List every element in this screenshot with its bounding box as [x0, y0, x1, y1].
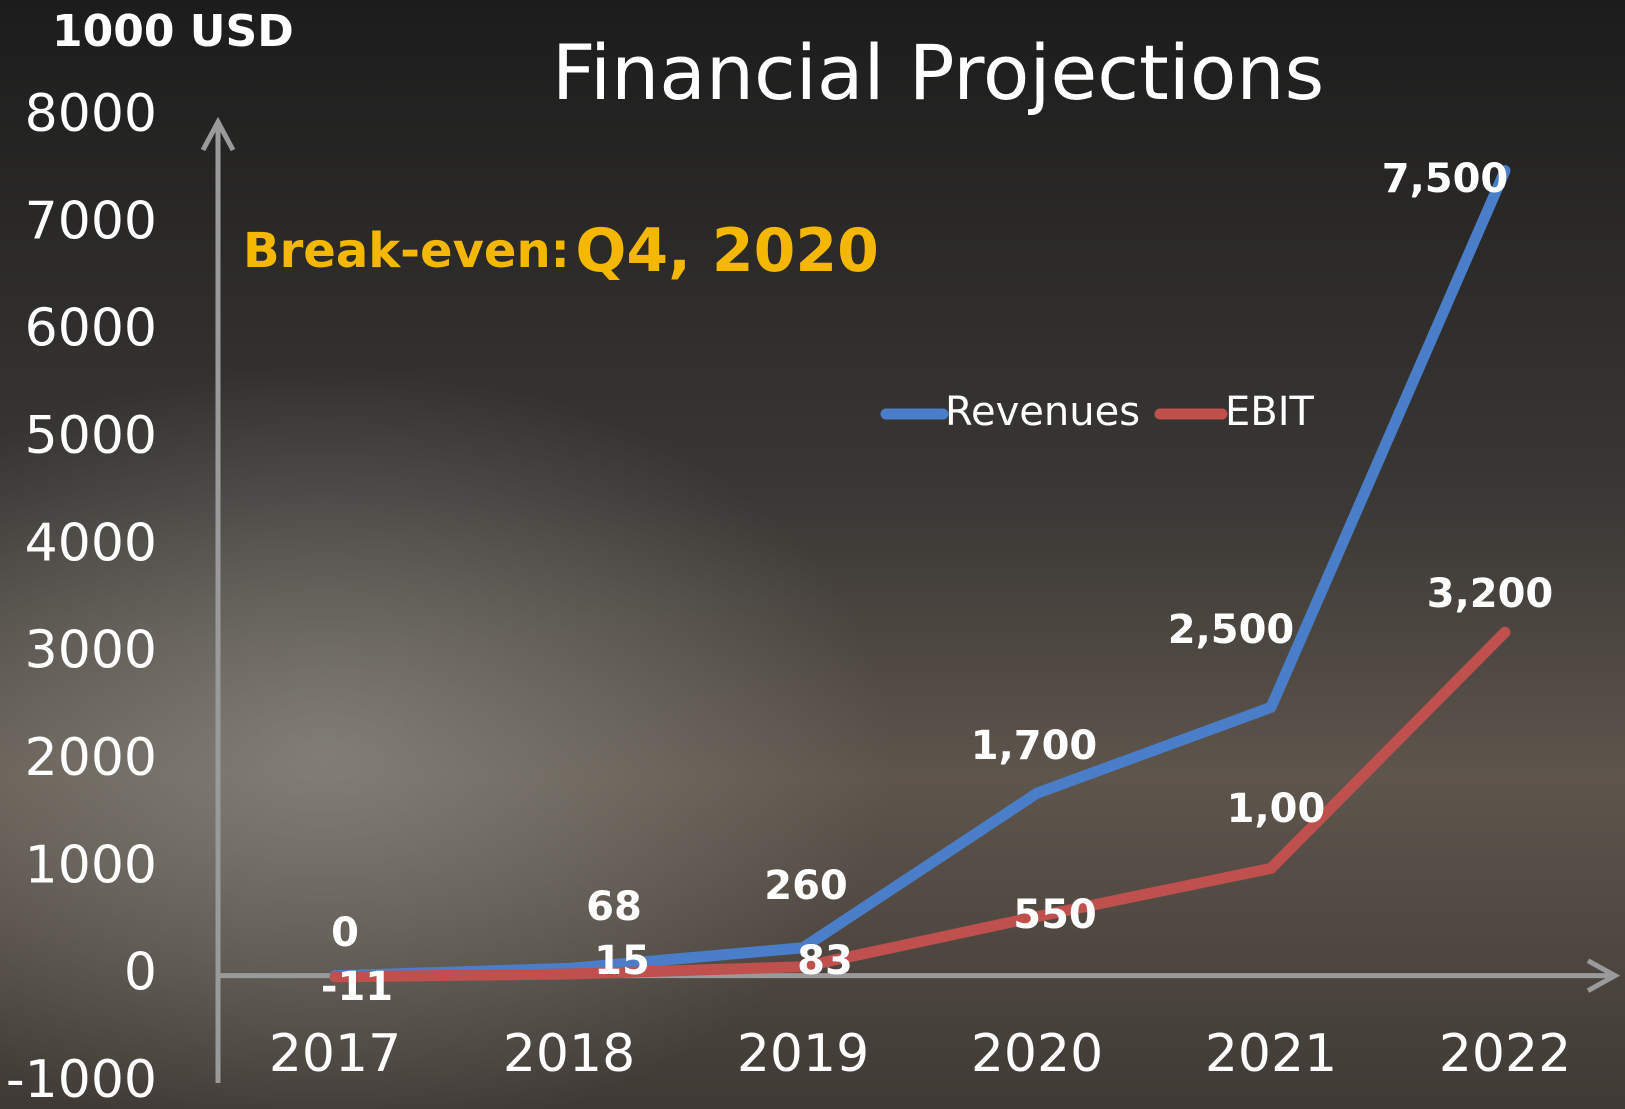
x-tick-label: 2018 [503, 1024, 635, 1084]
chart-title: Financial Projections [552, 28, 1324, 117]
annotation-value: Q4, 2020 [575, 216, 878, 286]
data-label: 550 [1013, 892, 1097, 938]
y-tick-label: 2000 [25, 728, 157, 788]
x-tick-label: 2022 [1439, 1024, 1571, 1084]
data-label: -11 [321, 964, 393, 1010]
data-label: 83 [797, 938, 853, 984]
y-axis-label: 1000 USD [52, 6, 294, 57]
x-tick-label: 2017 [269, 1024, 401, 1084]
y-tick-label: 7000 [25, 191, 157, 251]
x-tick-label: 2019 [737, 1024, 869, 1084]
x-axis-arrow [1586, 958, 1621, 993]
data-label: 68 [586, 884, 642, 930]
y-tick-label: 3000 [25, 621, 157, 681]
x-tick-label: 2020 [971, 1024, 1103, 1084]
y-tick-label: 6000 [25, 299, 157, 359]
y-tick-label: 1000 [25, 835, 157, 895]
series-line [329, 626, 1511, 983]
data-label: 7,500 [1382, 156, 1509, 202]
legend-label: Revenues [945, 389, 1140, 435]
annotation: Break-even: Q4, 2020 [243, 216, 879, 286]
y-tick-label: -1000 [6, 1050, 157, 1109]
y-tick-label: 8000 [25, 84, 157, 144]
x-tick-label: 2021 [1205, 1024, 1337, 1084]
y-tick-label: 5000 [25, 406, 157, 466]
data-label: 1,00 [1227, 786, 1326, 832]
y-tick-label: 4000 [25, 513, 157, 573]
data-label: 3,200 [1427, 571, 1554, 617]
y-tick-label: 0 [124, 943, 157, 1003]
data-label: 1,700 [971, 723, 1098, 769]
legend-label: EBIT [1225, 389, 1315, 435]
annotation-label: Break-even: [243, 223, 570, 279]
data-label: 15 [594, 938, 650, 984]
data-label: 260 [764, 863, 848, 909]
data-label: 2,500 [1168, 607, 1295, 653]
y-axis-arrow [200, 116, 236, 152]
data-label: 0 [331, 910, 359, 956]
